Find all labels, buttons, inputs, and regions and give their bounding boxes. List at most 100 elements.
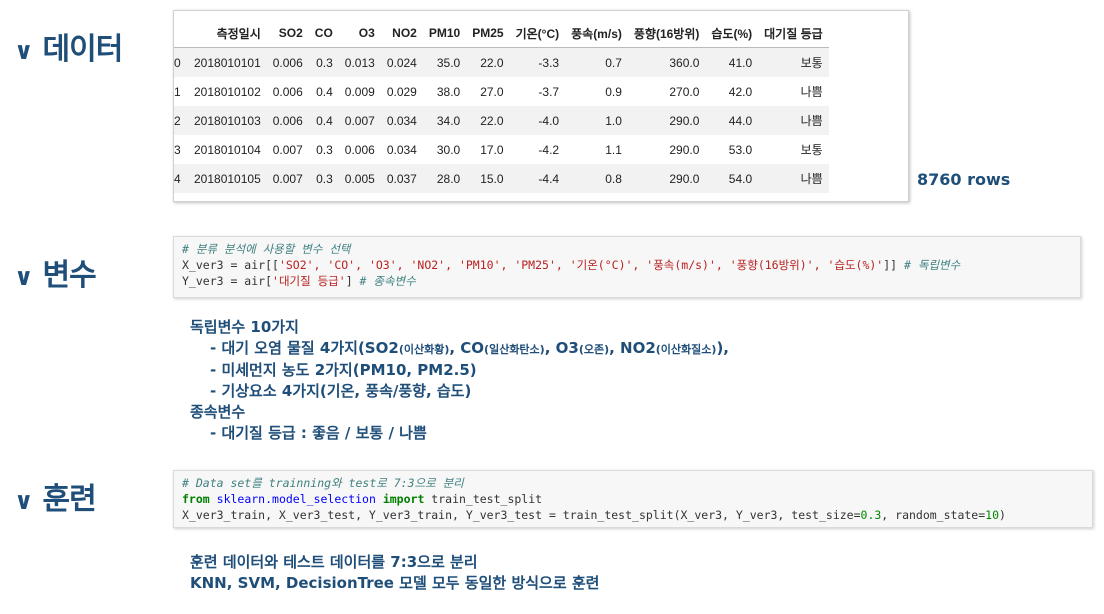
table-cell: 27.0 [480,84,504,99]
dataframe-output: 측정일시 SO2 CO O3 NO2 PM10 PM25 기온(°C) 풍속(m/s) 풍향(16… [173,10,909,202]
table-cell: 360.0 [669,55,700,70]
table-cell: 0.007 [272,142,303,157]
note-line: - 기상요소 4가지(기온, 풍속/풍향, 습도) [210,382,472,400]
section-title: 데이터 [42,32,124,67]
section-heading-train: ∨ 훈련 [14,474,97,518]
note-text: , O3 [544,339,579,357]
table-cell: -4.2 [538,142,560,157]
table-cell: 0.3 [316,55,333,70]
table-cell: 0.029 [386,84,417,99]
note-line: - 대기질 등급 : 좋음 / 보통 / 나쁨 [210,424,427,442]
note-line: KNN, SVM, DecisionTree 모델 모두 동일한 방식으로 훈련 [190,574,600,592]
table-cell: 0.9 [605,84,622,99]
table-cell: -4.4 [538,171,560,186]
table-cell: -4.0 [538,113,560,128]
table-cell: 나쁨 [800,172,823,186]
table-cell: 1.1 [605,142,622,157]
table-cell: 보통 [800,143,823,157]
code-text: ] [345,274,360,288]
table-cell: 0.3 [316,142,333,157]
table-cell: 28.0 [436,171,461,186]
table-cell: 2018010105 [194,171,261,186]
column-header: 측정일시 [188,19,267,48]
variables-notes: 독립변수 10가지 - 대기 오염 물질 4가지(SO2(이산화황), CO(일… [190,317,729,444]
table-cell: 15.0 [480,171,504,186]
column-header: NO2 [380,19,423,48]
table-cell: 290.0 [669,113,700,128]
code-cell-variables[interactable]: # 분류 분석에 사용할 변수 선택 X_ver3 = air[['SO2', … [173,236,1081,298]
table-cell: 0.034 [386,142,417,157]
table-cell: 2018010102 [194,84,261,99]
column-header: PM25 [466,19,510,48]
table-cell: 35.0 [436,55,461,70]
row-index: 2 [174,113,181,128]
note-line: 독립변수 10가지 [190,318,299,336]
table-cell: 0.024 [386,55,417,70]
table-row: 3 2018010104 0.007 0.3 0.006 0.034 30.0 17.0 -4.… [174,135,829,164]
code-cell-train-split[interactable]: # Data set를 trainning와 test로 7:3으로 분리 fr… [173,470,1093,528]
table-cell: 0.007 [344,113,375,128]
note-text: ), [716,339,729,357]
table-cell: 0.3 [316,171,333,186]
table-cell: 1.0 [605,113,622,128]
table-cell: -3.3 [538,55,560,70]
dataframe-table: 측정일시 SO2 CO O3 NO2 PM10 PM25 기온(°C) 풍속(m/s) 풍향(16… [174,19,829,193]
table-cell: 22.0 [480,55,504,70]
column-header: SO2 [266,19,309,48]
table-cell: 0.4 [316,84,333,99]
note-small: (이산화황) [398,343,450,356]
table-cell: 30.0 [436,142,461,157]
code-text: X_ver3_train, X_ver3_test, Y_ver3_train,… [182,508,861,522]
note-text: , NO2 [609,339,656,357]
row-index: 0 [174,55,181,70]
note-line: - 미세먼지 농도 2가지(PM10, PM2.5) [210,361,477,379]
note-small: (이산화질소) [655,343,717,356]
table-row: 1 2018010102 0.006 0.4 0.009 0.029 38.0 27.0 -3.… [174,77,829,106]
table-cell: 0.4 [316,113,333,128]
code-text: Y_ver3 = air[ [182,274,273,288]
table-cell: 0.006 [272,84,303,99]
code-module: sklearn.model_selection [216,492,376,506]
table-cell: 270.0 [669,84,700,99]
column-header: 대기질 등급 [758,19,829,48]
table-cell: 0.034 [386,113,417,128]
training-notes: 훈련 데이터와 테스트 데이터를 7:3으로 분리 KNN, SVM, Deci… [190,552,599,594]
table-row: 0 2018010101 0.006 0.3 0.013 0.024 35.0 22.0 -3.… [174,47,829,77]
chevron-down-icon: ∨ [14,487,33,515]
table-cell: 0.7 [605,55,622,70]
table-cell: 나쁨 [800,114,823,128]
table-cell: 0.013 [344,55,375,70]
code-text: , random_state= [881,508,986,522]
section-title: 훈련 [42,482,97,517]
table-cell: -3.7 [538,84,560,99]
table-cell: 17.0 [480,142,504,157]
row-count-note: 8760 rows [917,170,1011,189]
table-cell: 0.006 [272,113,303,128]
table-cell: 0.8 [605,171,622,186]
code-text: train_test_split [424,492,543,506]
table-cell: 290.0 [669,171,700,186]
table-cell: 0.006 [344,142,375,157]
code-comment: # 독립변수 [904,258,961,272]
chevron-down-icon: ∨ [14,37,33,65]
code-string: 'SO2', 'CO', 'O3', 'NO2', 'PM10', 'PM25'… [278,258,884,272]
code-comment: # 분류 분석에 사용할 변수 선택 [182,242,351,256]
section-heading-vars: ∨ 변수 [14,250,97,294]
table-cell: 0.009 [344,84,375,99]
table-cell: 0.037 [386,171,417,186]
table-body: 0 2018010101 0.006 0.3 0.013 0.024 35.0 22.0 -3.… [174,47,829,193]
code-keyword: from [182,492,210,506]
column-header: 습도(%) [705,19,759,48]
table-cell: 2018010103 [194,113,261,128]
section-heading-data: ∨ 데이터 [14,24,124,68]
column-header: 풍속(m/s) [565,19,628,48]
table-cell: 44.0 [728,113,753,128]
column-header: 풍향(16방위) [627,19,706,48]
code-string: '대기질 등급' [272,274,346,288]
code-number: 0.3 [860,508,882,522]
table-cell: 나쁨 [800,85,823,99]
note-text: , CO [449,339,485,357]
code-text: X_ver3 = air[[ [182,258,279,272]
note-small: (일산화탄소) [484,343,545,356]
table-cell: 54.0 [728,171,753,186]
